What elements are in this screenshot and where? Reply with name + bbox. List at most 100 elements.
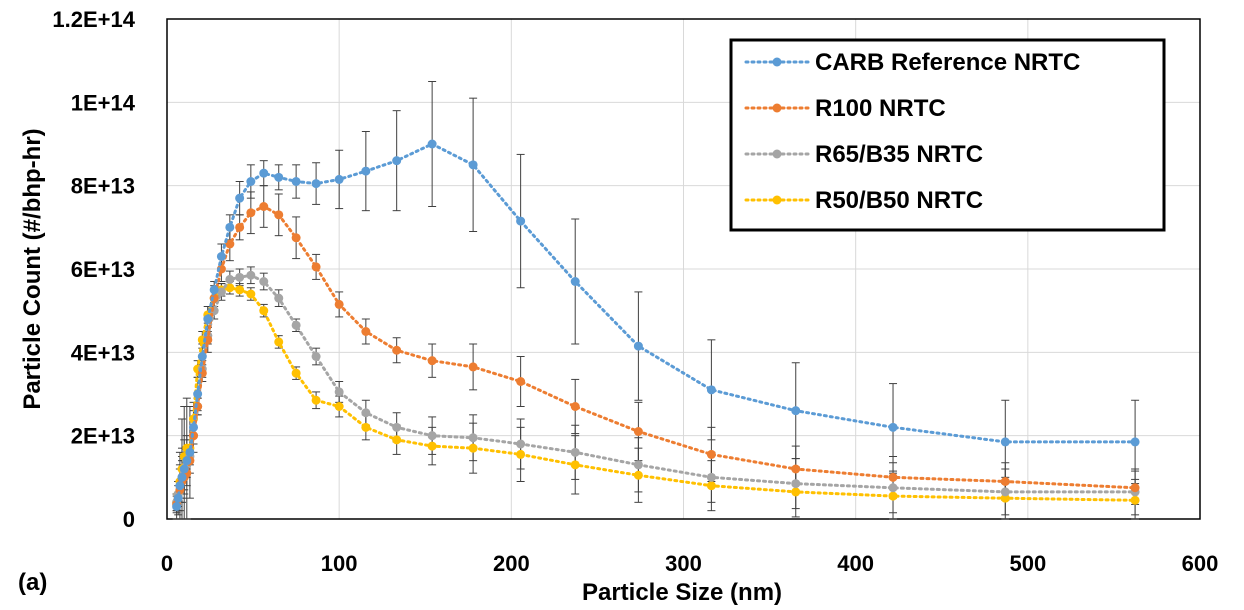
data-point [706,472,716,482]
legend-swatch-marker [772,57,782,67]
plot-area-frame [166,18,1201,520]
data-point [291,233,301,243]
data-point [392,435,402,445]
data-point [1130,495,1140,505]
series-lines [172,139,1140,511]
data-point [888,422,898,432]
series-carb-reference-nrtc [172,139,1140,511]
legend-swatch-marker [772,195,782,205]
data-point [291,368,301,378]
data-point [361,408,371,418]
data-point [225,239,235,249]
legend-item: CARB Reference NRTC [744,49,1080,76]
data-point [791,464,801,474]
data-point [633,427,643,436]
data-point [311,262,321,272]
data-point [291,320,301,330]
data-point [311,352,321,361]
data-point [246,208,256,218]
data-point [311,179,321,189]
legend: CARB Reference NRTC R100 NRTC R65/B35 NRTC… [729,38,1166,232]
data-point [225,283,235,293]
data-point [259,202,269,211]
legend-label: R100 NRTC [815,95,946,122]
data-point [334,299,344,309]
data-point [888,472,898,482]
data-point [791,406,801,416]
data-point [235,193,245,203]
data-point [177,472,187,482]
data-point [182,456,192,466]
x-tick-label: 200 [493,551,530,576]
data-point [1130,483,1140,493]
data-point [193,389,203,399]
data-point [706,449,716,459]
data-point [246,270,256,280]
data-point [361,166,371,176]
data-point [633,470,643,480]
y-tick-label: 1E+14 [71,90,136,115]
data-point [516,449,526,459]
data-point [468,433,478,443]
data-point [1000,437,1010,447]
data-point [203,314,213,324]
data-point [888,483,898,493]
x-tick-label: 0 [161,551,173,576]
data-point [334,174,344,184]
data-point [291,177,301,186]
legend-label: R50/B50 NRTC [815,187,983,214]
data-point [633,460,643,470]
data-point [468,160,478,170]
data-point [1000,493,1010,503]
data-point [235,222,245,232]
data-point [1000,487,1010,497]
data-point [246,289,256,299]
series-r50-b50-nrtc [172,283,1140,507]
data-point [570,447,580,457]
data-point [791,487,801,497]
data-point [189,422,199,432]
data-point [274,172,284,182]
series-line [175,286,1137,504]
y-tick-label: 6E+13 [71,257,135,282]
data-point [633,341,643,351]
x-axis-ticks: 0 100 200 300 400 500 600 [161,551,1218,576]
legend-box [729,38,1166,232]
data-point [706,385,716,395]
data-point [1130,437,1140,447]
data-point [216,252,226,261]
data-point [791,479,801,489]
y-tick-label: 4E+13 [71,340,135,365]
data-point [225,222,235,232]
data-point [172,502,182,511]
x-tick-label: 500 [1009,551,1046,576]
data-point [392,345,402,355]
legend-item: R65/B35 NRTC [744,141,983,168]
y-tick-label: 8E+13 [71,174,135,199]
data-point [173,493,183,503]
x-axis-title: Particle Size (nm) [582,579,782,606]
data-point [888,491,898,501]
data-point [392,422,402,432]
data-point [334,402,344,411]
y-axis-title: Particle Count (#/bhp-hr) [19,128,46,409]
data-point [311,395,321,405]
data-point [185,447,195,457]
data-point [1000,477,1010,486]
data-point [468,362,478,372]
series-line [175,273,1137,504]
data-point [427,356,437,366]
data-point [274,210,284,220]
data-point [179,464,189,474]
data-point [570,402,580,411]
legend-label: R65/B35 NRTC [815,141,983,168]
data-point [274,293,284,303]
data-point [216,287,226,297]
data-point [175,481,185,491]
x-tick-label: 100 [321,551,358,576]
data-point [274,337,284,347]
data-point [259,306,269,316]
data-point [246,177,256,186]
data-point [427,441,437,451]
